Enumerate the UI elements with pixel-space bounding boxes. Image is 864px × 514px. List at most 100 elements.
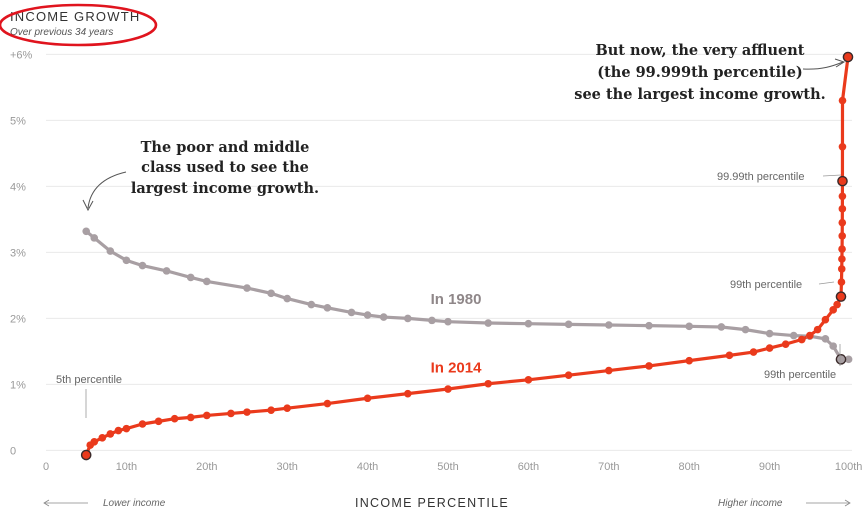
data-point [283, 294, 292, 303]
x-tick-label: 70th [598, 461, 619, 473]
data-point [838, 96, 847, 105]
data-point [162, 267, 171, 275]
annotation-line: see the largest income growth. [574, 86, 825, 103]
annotation-line: But now, the very affluent [595, 42, 804, 59]
data-point [837, 265, 846, 273]
y-tick-label: 4% [10, 181, 26, 193]
data-point [813, 325, 822, 334]
data-point [725, 351, 734, 360]
point-label-99th-1980: 99th percentile [764, 369, 836, 381]
data-point [323, 399, 332, 408]
annotation-line: largest income growth. [131, 180, 319, 197]
y-tick-label: 3% [10, 247, 26, 259]
annotation-poor-middle-class: The poor and middle class used to see th… [82, 139, 319, 212]
y-tick-label: +6% [10, 49, 33, 61]
series-line-1980 [84, 229, 851, 361]
data-point [484, 379, 493, 388]
data-point [82, 227, 90, 236]
data-point [765, 344, 774, 352]
highlighted-point [842, 51, 854, 63]
x-tick-label: 80th [678, 461, 699, 473]
annotation-arrow [802, 61, 844, 70]
x-tick-label: 0 [43, 461, 49, 473]
x-tick-label: 90th [759, 461, 780, 473]
x-tick-label: 40th [357, 461, 378, 473]
series-label-1980: In 1980 [431, 291, 482, 308]
data-point [203, 411, 211, 420]
data-point [484, 319, 493, 327]
y-tick-label: 5% [10, 115, 26, 127]
data-point [363, 311, 372, 319]
annotation-arrow [87, 171, 127, 209]
point-label-99-99th: 99.99th percentile [717, 171, 804, 183]
data-point [243, 284, 251, 292]
data-point [138, 420, 147, 428]
data-point [524, 375, 533, 384]
x-tick-label: 60th [518, 461, 539, 473]
data-point [106, 247, 115, 255]
data-point [243, 408, 251, 416]
data-point [122, 256, 131, 265]
chart-subtitle: Over previous 34 years [10, 27, 113, 38]
data-point [444, 317, 452, 326]
data-point [645, 321, 653, 330]
data-point [154, 417, 163, 426]
data-point [90, 438, 99, 446]
data-point [564, 320, 573, 329]
data-point [838, 192, 847, 201]
data-point [838, 255, 846, 263]
data-point [323, 304, 332, 312]
data-point [844, 355, 853, 364]
data-point [645, 362, 653, 370]
highlighted-points [80, 51, 854, 461]
data-point [838, 245, 846, 253]
data-point [307, 300, 316, 309]
data-point [838, 205, 847, 213]
data-point [797, 335, 806, 344]
chart-title: INCOME GROWTH [10, 9, 140, 24]
higher-income-arrowhead [844, 499, 851, 507]
x-axis-ticks: 0 10th 20th 30th 40th 50th 60th 70th 80th 90th 100… [43, 461, 862, 473]
x-tick-label: 30th [276, 461, 297, 473]
data-point [267, 289, 275, 298]
data-point [741, 325, 750, 334]
series-lines [84, 55, 851, 457]
data-point [106, 430, 115, 438]
x-axis-title: INCOME PERCENTILE [355, 496, 509, 510]
data-point [833, 300, 841, 309]
y-tick-label: 2% [10, 313, 26, 325]
data-point [444, 385, 452, 393]
point-label-99-99th-leader [822, 174, 842, 177]
data-point [170, 414, 179, 423]
data-point [605, 366, 613, 375]
point-label-99th-2014-leader [818, 281, 835, 285]
title-emphasis-circle [0, 3, 158, 47]
data-points [82, 53, 853, 459]
annotation-line: class used to see the [141, 159, 309, 176]
data-point [838, 218, 847, 227]
higher-income-label: Higher income [718, 498, 783, 509]
data-point [605, 321, 613, 329]
data-point [829, 306, 837, 314]
data-point [781, 340, 790, 348]
data-point [821, 335, 830, 343]
data-point [283, 404, 292, 412]
y-tick-label: 1% [10, 379, 26, 391]
point-label-5th-percentile: 5th percentile [56, 374, 122, 386]
data-point [122, 424, 131, 433]
lower-income-arrowhead [43, 499, 50, 507]
data-point [685, 322, 693, 331]
y-axis-ticks: 0 1% 2% 3% 4% 5% +6% [10, 49, 33, 457]
annotation-arrowhead [834, 58, 846, 68]
point-label-99th-2014: 99th percentile [730, 279, 802, 291]
data-point [347, 308, 356, 317]
data-point [404, 389, 412, 398]
x-tick-label: 10th [116, 461, 137, 473]
annotation-arrowhead [82, 199, 94, 212]
data-point [717, 323, 726, 331]
data-point [227, 409, 235, 418]
x-tick-label: 20th [196, 461, 217, 473]
x-tick-label: 50th [437, 461, 458, 473]
data-point [838, 232, 847, 240]
